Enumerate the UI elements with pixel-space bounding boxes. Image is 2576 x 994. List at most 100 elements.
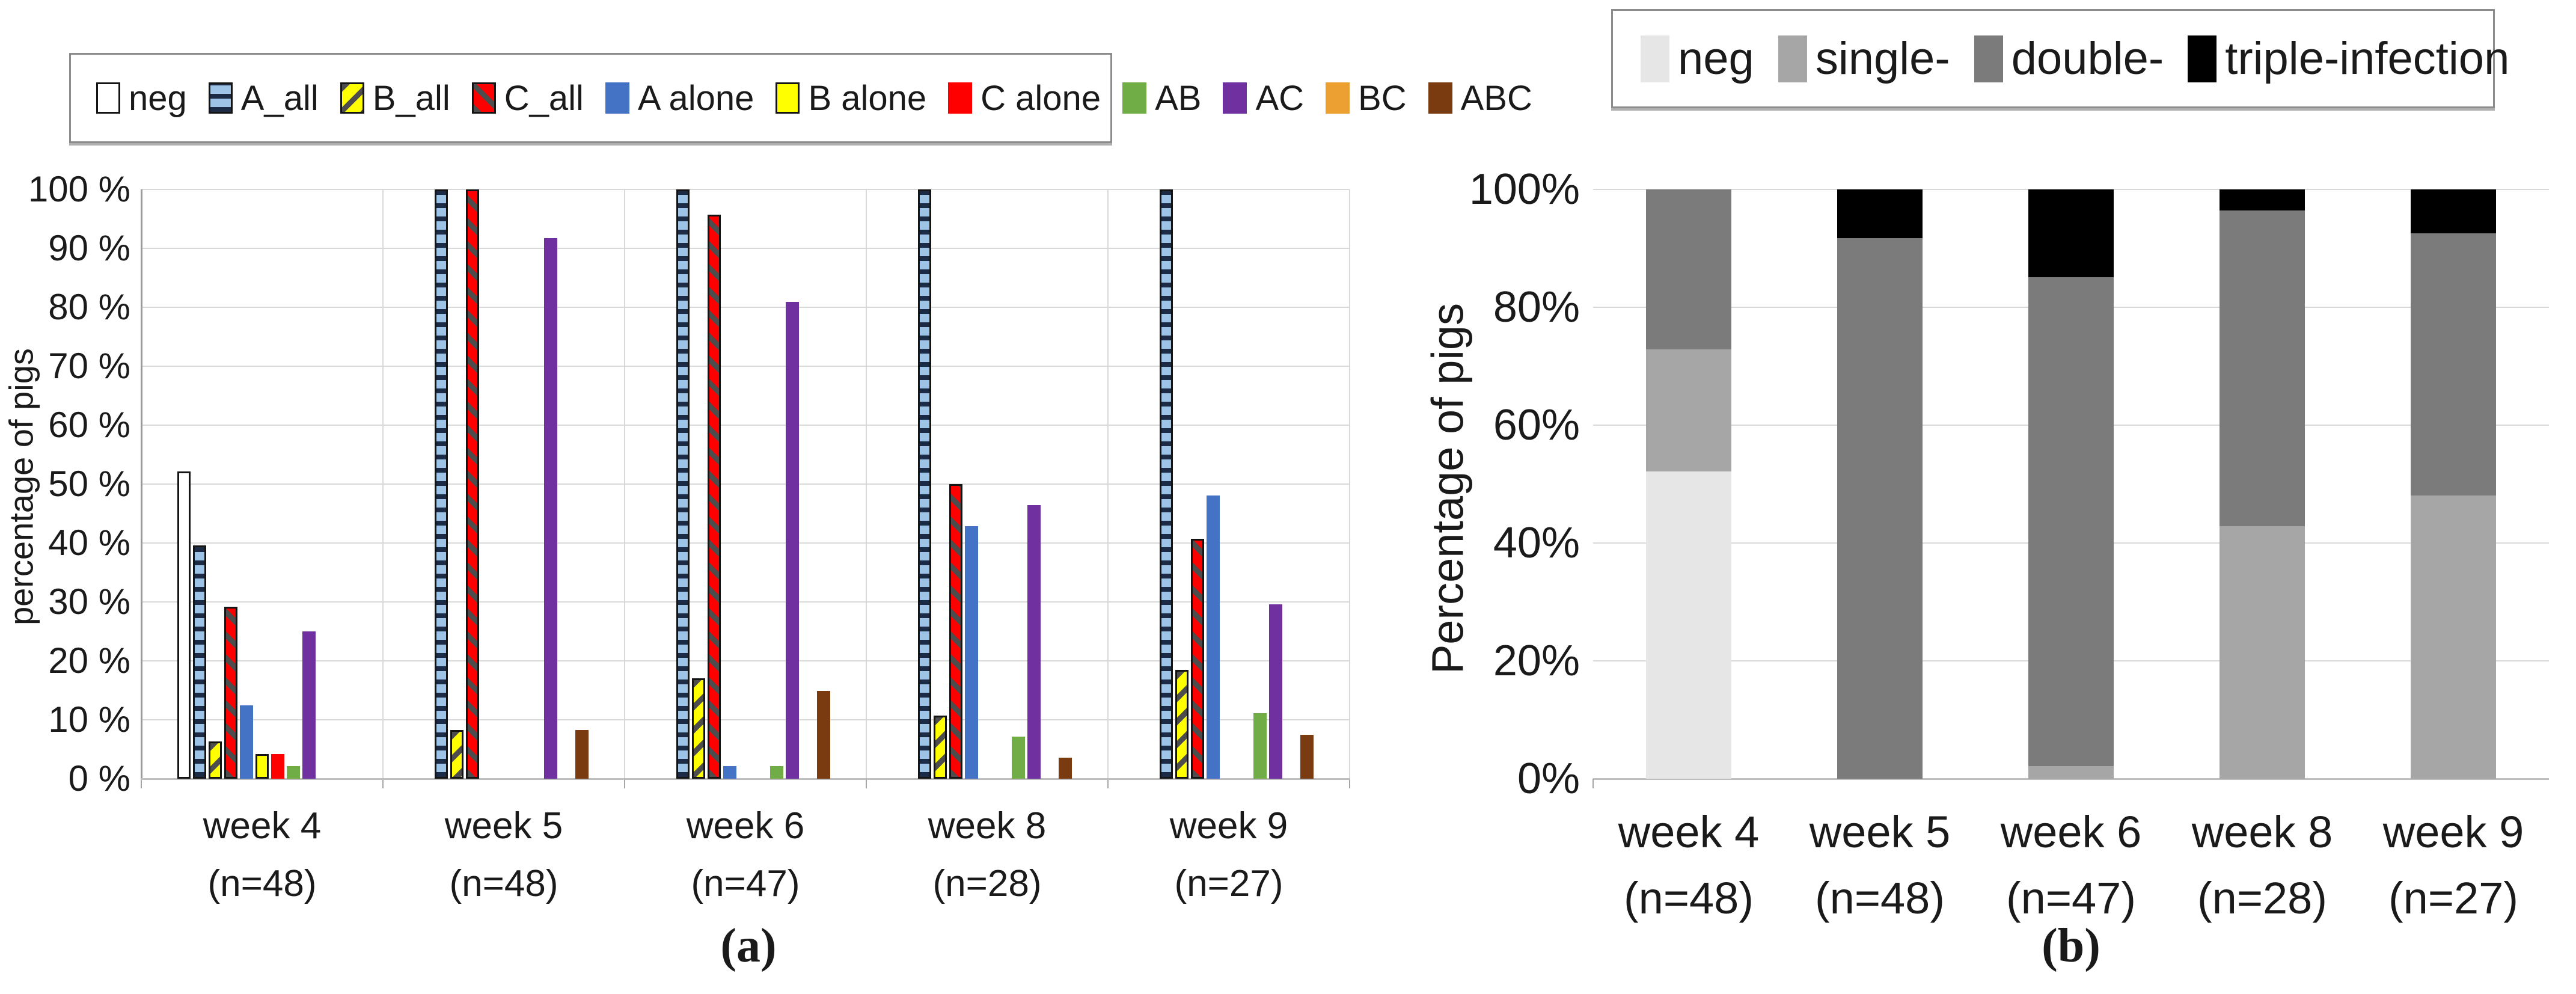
gridline-50	[141, 483, 1350, 485]
legend-item-c-alone: C alone	[948, 78, 1101, 118]
legend-swatch-3	[340, 82, 364, 114]
y-tick-label-80: 80 %	[48, 287, 130, 327]
y-tick-label-60: 60 %	[48, 405, 130, 445]
x-label-n: (n=27)	[2388, 873, 2518, 923]
bar-b-all-week-6	[692, 678, 705, 779]
legend-label: B alone	[808, 78, 927, 118]
bar-b-all-week-4	[209, 741, 222, 779]
bar-ac-week-9	[1269, 604, 1282, 779]
legend-swatch-6	[776, 82, 800, 114]
category-separator-2	[624, 189, 625, 779]
stack-triple-infection-week-9	[2411, 189, 2496, 233]
x-label-n: (n=28)	[932, 863, 1042, 904]
stack-double--week-5	[1837, 238, 1923, 779]
legend-swatch-11	[1428, 82, 1452, 114]
bar-a-alone-week-6	[723, 766, 736, 779]
legend-label: neg	[1678, 33, 1754, 84]
legend-label: BC	[1358, 78, 1407, 118]
x-axis-tick-2	[624, 779, 625, 788]
x-label-n: (n=47)	[691, 863, 800, 904]
bar-a-all-week-4	[193, 545, 206, 779]
legend-item-ac: AC	[1223, 78, 1304, 118]
bar-a-all-week-8	[918, 189, 931, 779]
x-label-n: (n=47)	[2006, 873, 2136, 923]
bar-abc-week-5	[575, 729, 589, 779]
bar-abc-week-8	[1059, 757, 1072, 779]
plot-area-a	[141, 189, 1350, 788]
gridline-60	[141, 425, 1350, 426]
bar-a-alone-week-4	[240, 705, 253, 779]
bar-ac-week-5	[544, 238, 557, 779]
legend-item-triple-infection: triple-infection	[2188, 32, 2509, 85]
legend-label: A_all	[240, 78, 319, 118]
y-tick-label-100: 100 %	[28, 169, 130, 209]
gridline-70	[141, 366, 1350, 367]
legend-swatch-1	[1641, 35, 1669, 82]
legend-item-b-alone: B alone	[776, 78, 926, 118]
legend-item-c-all: C_all	[471, 78, 584, 118]
x-label-week: week 8	[2191, 807, 2333, 857]
bar-b-all-week-9	[1175, 669, 1189, 779]
y-tick-label-40: 40 %	[48, 523, 130, 563]
bar-ab-week-4	[287, 766, 300, 779]
y-tick-label-100: 100%	[1469, 165, 1580, 213]
legend-item-bc: BC	[1326, 78, 1407, 118]
bar-c-all-week-5	[466, 189, 479, 779]
x-label-week: week 6	[686, 805, 805, 847]
legend-item-a-all: A_all	[208, 78, 319, 118]
gridline-100	[141, 189, 1350, 190]
stack-double--week-8	[2220, 210, 2305, 526]
legend-label: ABC	[1460, 78, 1532, 118]
category-separator-4	[1107, 189, 1109, 779]
bar-abc-week-6	[817, 690, 830, 779]
x-label-week: week 5	[444, 805, 563, 847]
legend-item-neg: neg	[96, 78, 187, 118]
bar-b-alone-week-4	[255, 753, 269, 779]
legend-swatch-9	[1223, 82, 1247, 114]
x-label-week-5: week 5 (n=48)	[383, 808, 625, 903]
category-separator-5	[1349, 189, 1350, 779]
bar-ab-week-8	[1012, 737, 1025, 779]
x-label-week: week 8	[928, 805, 1047, 847]
legend-label: B_all	[372, 78, 450, 118]
stack-triple-infection-week-6	[2028, 189, 2114, 278]
y-tick-label-90: 90 %	[48, 228, 130, 268]
bar-c-all-week-6	[708, 215, 721, 779]
legend-label: AB	[1155, 78, 1202, 118]
y-tick-label-60: 60%	[1493, 401, 1580, 449]
stack-double--week-9	[2411, 233, 2496, 495]
bar-a-all-week-5	[435, 189, 448, 779]
x-axis-tick-0	[1592, 779, 1594, 788]
y-tick-label-70: 70 %	[48, 346, 130, 386]
legend-swatch-4	[2188, 35, 2217, 82]
x-label-week: week 4	[203, 805, 322, 847]
legend-item-b-all: B_all	[340, 78, 450, 118]
x-label-week-6: week 6 (n=47)	[625, 808, 866, 903]
bar-b-all-week-5	[450, 729, 463, 779]
x-label-week: week 9	[1169, 805, 1288, 847]
y-tick-label-20: 20%	[1493, 637, 1580, 685]
x-label-week-8: week 8 (n=28)	[2167, 810, 2358, 921]
gridline-20	[141, 660, 1350, 661]
legend-label: A alone	[637, 78, 754, 118]
plot-area-b	[1592, 189, 2549, 788]
stack-triple-infection-week-5	[1837, 189, 1923, 239]
x-label-n: (n=48)	[1624, 873, 1754, 923]
x-axis-tick-1	[382, 779, 384, 788]
bar-c-all-week-8	[949, 484, 962, 779]
x-label-week: week 5	[1809, 807, 1951, 857]
legend-label: C alone	[981, 78, 1101, 118]
x-label-n: (n=48)	[449, 863, 558, 904]
legend-b: neg single-double-triple-infection	[1611, 9, 2509, 108]
bar-ac-week-4	[302, 631, 316, 779]
caption-a: (a)	[720, 919, 777, 972]
y-tick-label-40: 40%	[1493, 519, 1580, 567]
legend-item-single-: single-	[1778, 32, 1950, 85]
bar-a-all-week-9	[1160, 189, 1173, 779]
stack-triple-infection-week-8	[2220, 189, 2305, 211]
legend-swatch-5	[605, 82, 629, 114]
x-label-week-6: week 6 (n=47)	[1975, 810, 2167, 921]
x-label-week-9: week 9 (n=27)	[1108, 808, 1350, 903]
x-label-week-8: week 8 (n=28)	[866, 808, 1108, 903]
bar-b-all-week-8	[934, 716, 947, 779]
